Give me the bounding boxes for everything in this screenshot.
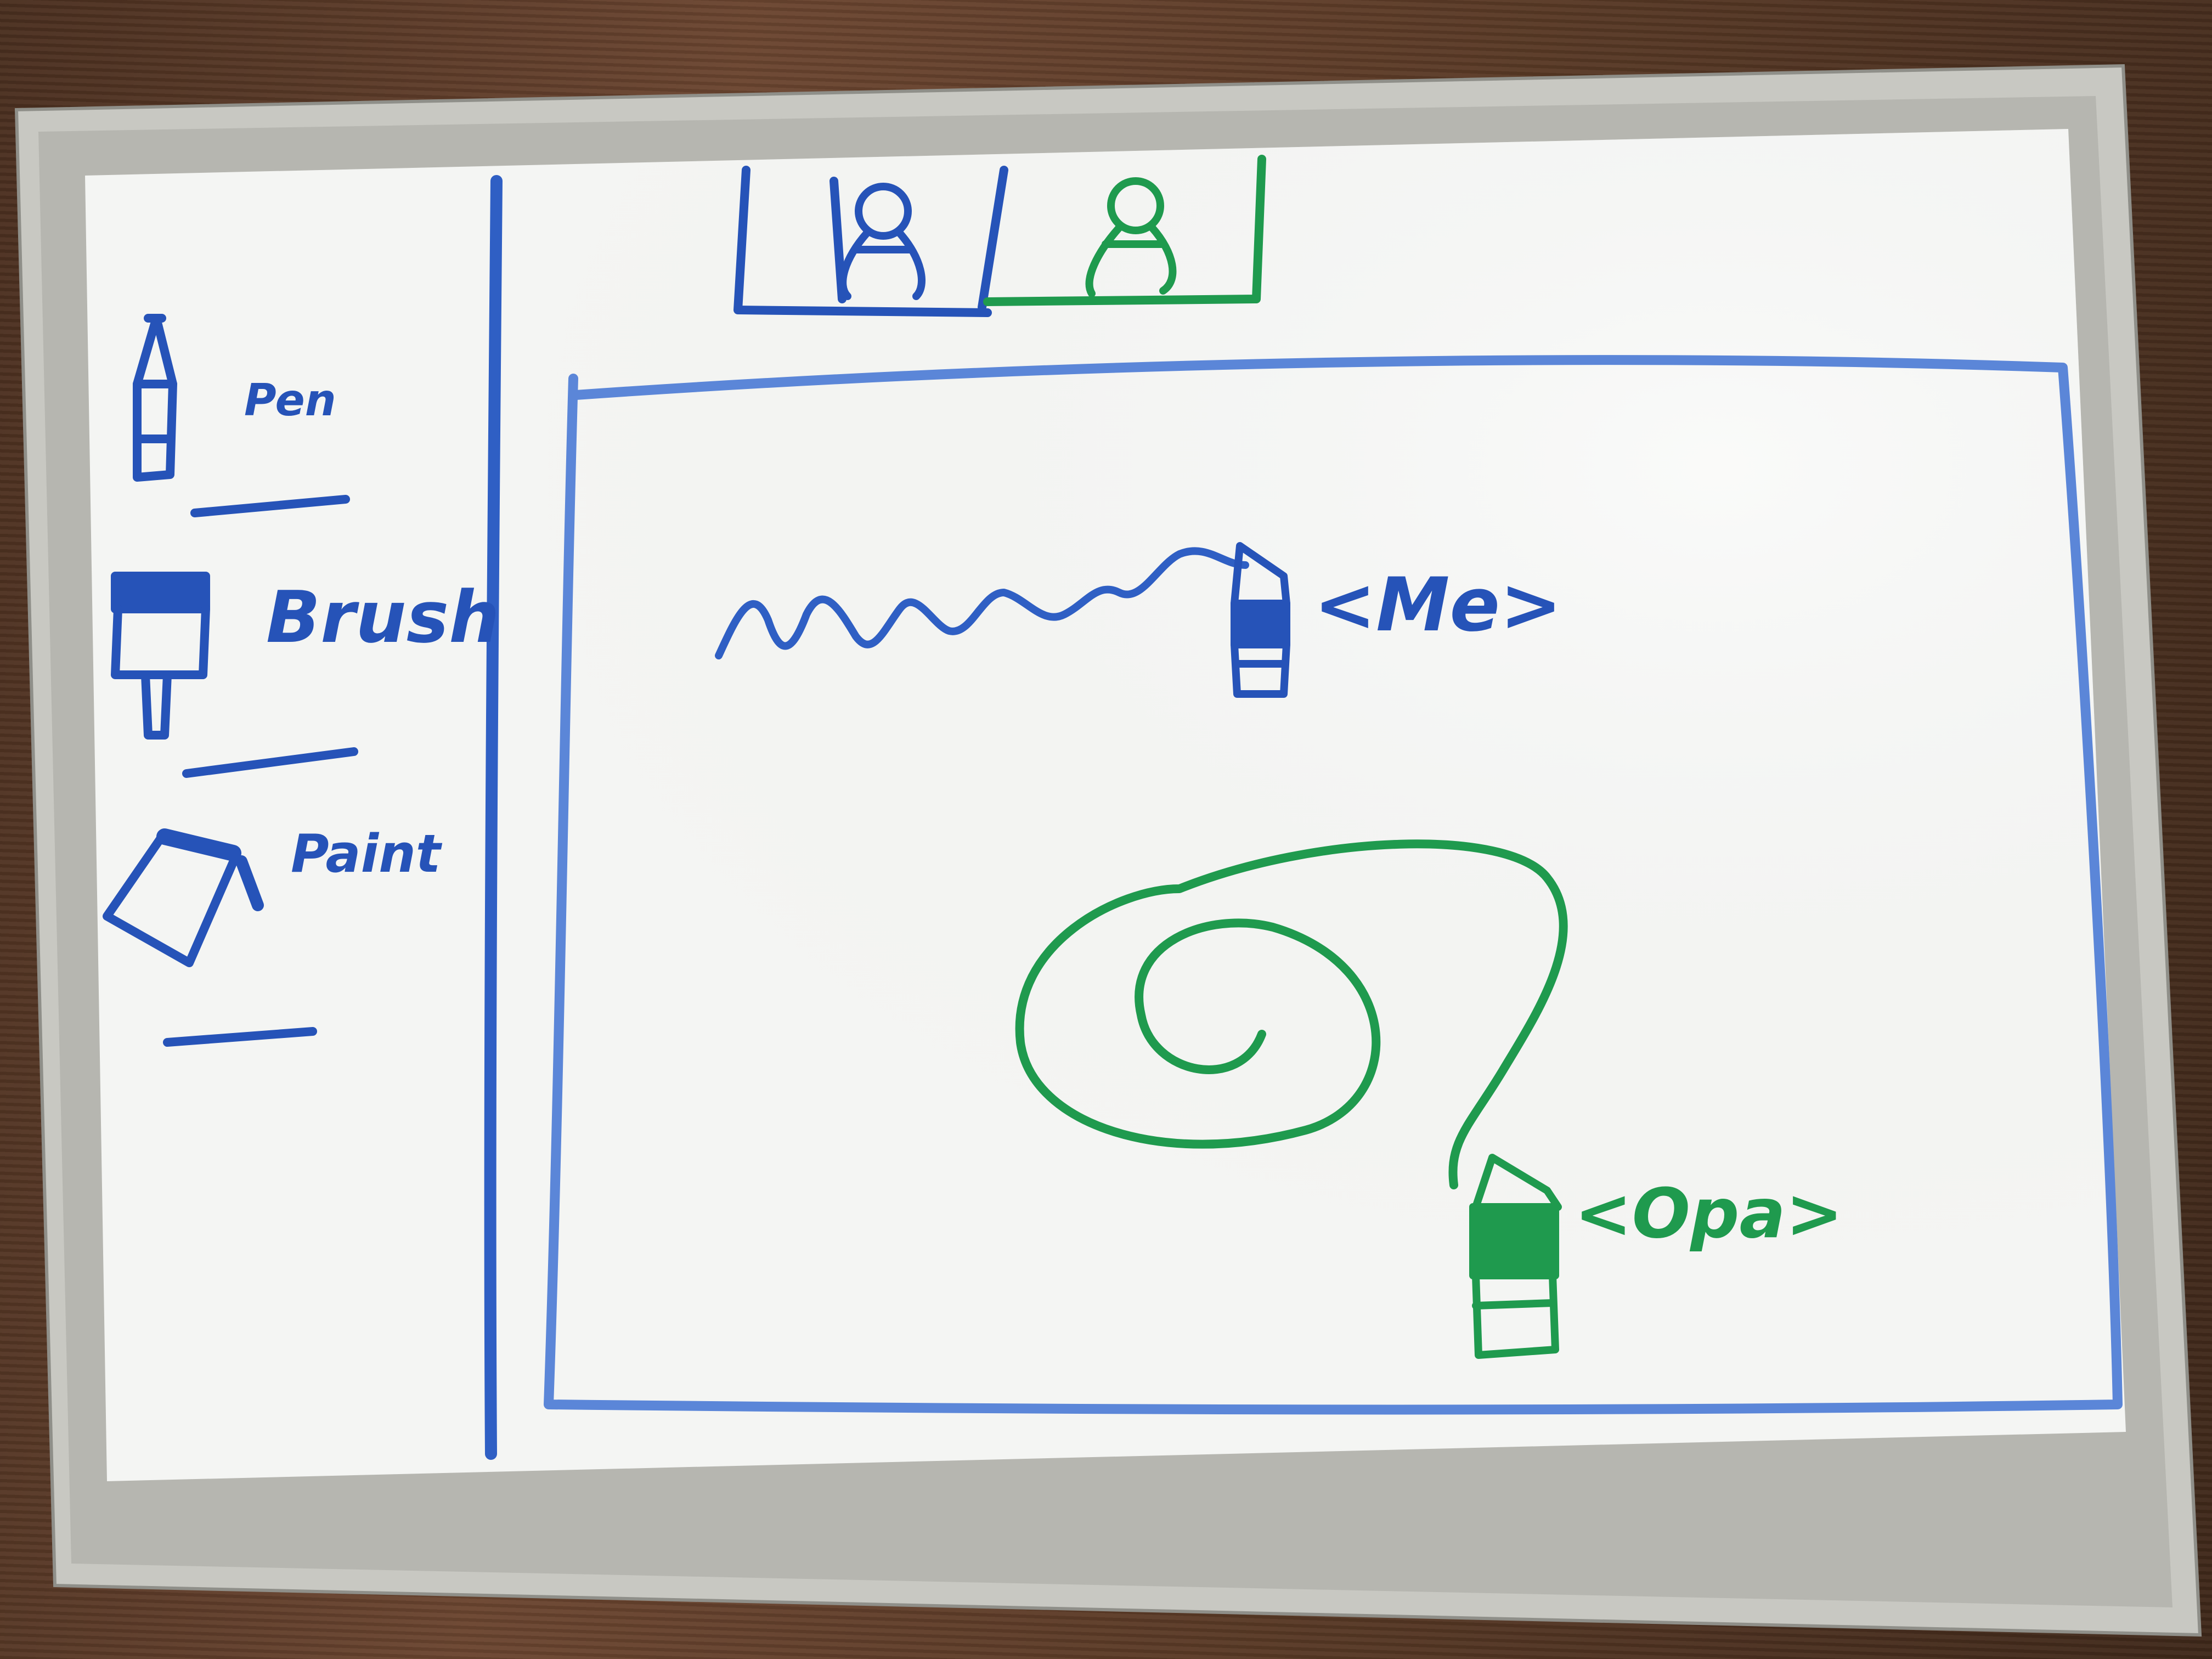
tool-separator xyxy=(163,1027,317,1047)
drawing-canvas[interactable] xyxy=(544,355,2123,1415)
tool-separator xyxy=(190,495,350,517)
tool-label-pen[interactable]: Pen xyxy=(244,375,336,426)
cursor-label-opa: <Opa> xyxy=(1575,1174,1843,1254)
user-icon[interactable] xyxy=(1085,177,1177,297)
tool-label-brush[interactable]: Brush xyxy=(266,575,500,659)
brush-icon[interactable] xyxy=(111,572,210,740)
cursor-label-me: <Me> xyxy=(1314,562,1562,648)
brush-cursor-icon xyxy=(1231,542,1290,698)
brush-cursor-icon xyxy=(1469,1154,1562,1359)
sidebar-divider xyxy=(484,175,503,1460)
opa-stroke xyxy=(1015,839,1568,1189)
paint-bucket-icon[interactable] xyxy=(103,828,264,967)
user-icon[interactable] xyxy=(839,183,926,300)
my-stroke xyxy=(715,547,1249,659)
pen-icon[interactable] xyxy=(133,314,177,482)
participants-bar xyxy=(733,155,1266,317)
tool-separator xyxy=(182,747,358,778)
tool-label-paint[interactable]: Paint xyxy=(291,824,441,884)
